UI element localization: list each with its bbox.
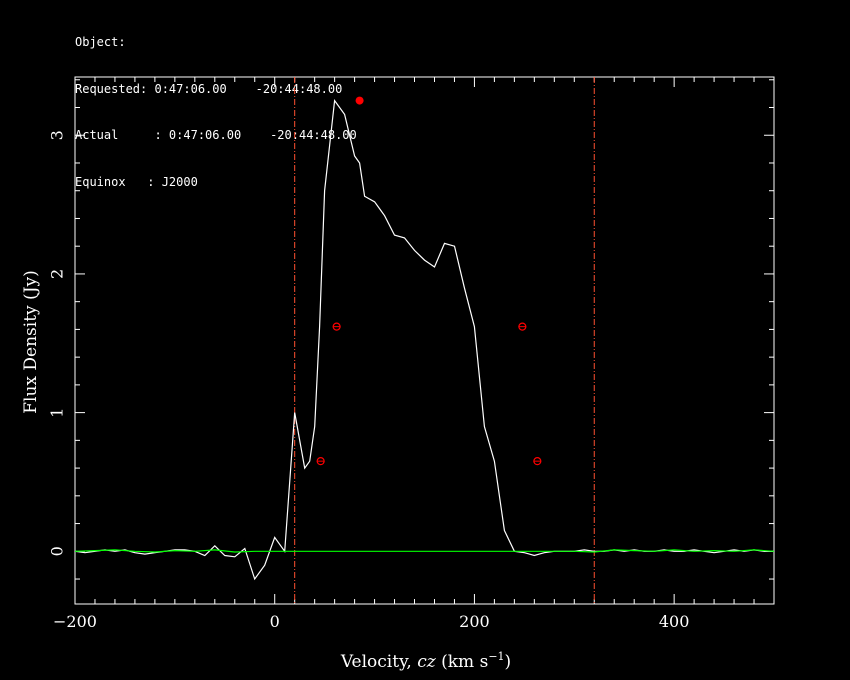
x-tick-label: 400 [659, 612, 690, 631]
actual-coordinates: Actual : 0:47:06.00 -20:44:48.00 [75, 128, 357, 142]
requested-coordinates: Requested: 0:47:06.00 -20:44:48.00 [75, 81, 343, 96]
y-tick-label: 3 [48, 130, 67, 140]
spectrum-line [74, 98, 774, 581]
equinox: Equinox : J2000 [75, 174, 198, 189]
baseline-fit-line [74, 549, 775, 553]
peak-marker [355, 96, 364, 105]
x-tick-label: 0 [270, 612, 280, 631]
velocity-window-lines [294, 77, 595, 604]
plot-border [74, 76, 775, 605]
x-axis-title-sup: −1 [488, 650, 504, 663]
marker-group [316, 96, 542, 466]
object-label: Object: [75, 35, 126, 49]
x-tick-label: 200 [459, 612, 490, 631]
axis-ticks [74, 77, 775, 604]
plot-frame [74, 76, 775, 605]
object-info-header: Object: Requested: 0:47:06.00 -20:44:48.… [75, 4, 357, 206]
x-axis-title: Velocity, cz (km s−1) [340, 650, 511, 672]
y-tick-label: 1 [48, 408, 67, 418]
x-axis-title-close: ) [505, 652, 512, 672]
x-axis-title-main: Velocity, [340, 652, 417, 672]
x-axis-title-var: cz [417, 652, 437, 672]
x-axis-title-unit: (km s [436, 652, 489, 672]
y-axis-title: Flux Density (Jy) [21, 270, 41, 414]
y-tick-label: 2 [48, 269, 67, 279]
x-tick-label: −200 [53, 612, 97, 631]
series-group [74, 98, 775, 581]
y-tick-label: 0 [48, 546, 67, 556]
tick-label-group: −200 0 200 400 0 1 2 3 [48, 130, 690, 631]
